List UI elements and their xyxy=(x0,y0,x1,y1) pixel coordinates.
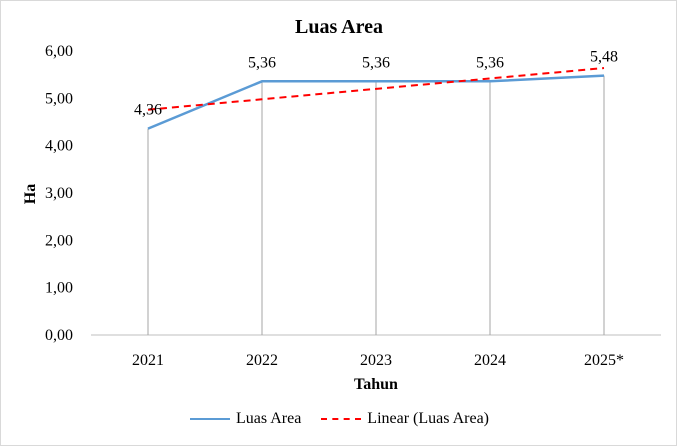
y-tick-label: 5,00 xyxy=(45,90,73,107)
x-tick-label: 2022 xyxy=(246,352,278,369)
series-line-luas-area xyxy=(147,74,605,130)
x-tick-label: 2023 xyxy=(360,352,392,369)
y-tick-label: 4,00 xyxy=(45,138,73,155)
legend-swatch-dashed xyxy=(321,418,362,420)
y-tick-label: 6,00 xyxy=(45,43,73,60)
x-tick-label: 2021 xyxy=(132,352,164,369)
y-axis-label: Ha xyxy=(22,184,39,204)
y-tick-label: 0,00 xyxy=(45,327,73,344)
y-tick-label: 3,00 xyxy=(45,185,73,202)
legend-label: Linear (Luas Area) xyxy=(367,410,490,427)
legend: Luas Area Linear (Luas Area) xyxy=(1,410,677,428)
legend-label: Luas Area xyxy=(235,410,302,427)
x-tick-label: 2025* xyxy=(584,352,624,369)
legend-item-linear: Linear (Luas Area) xyxy=(321,410,489,428)
y-tick-label: 2,00 xyxy=(45,232,73,249)
data-label: 5,48 xyxy=(590,49,618,66)
plot-area: 0,00 1,00 2,00 3,00 4,00 5,00 6,00 2021 2022 2023… xyxy=(45,43,661,369)
y-tick-label: 1,00 xyxy=(45,280,73,297)
chart-title: Luas Area xyxy=(295,16,383,38)
x-axis-label: Tahun xyxy=(354,376,398,393)
data-label: 4,36 xyxy=(134,102,162,119)
x-tick-label: 2024 xyxy=(474,352,506,369)
trendline-linear xyxy=(147,67,605,111)
legend-swatch-solid xyxy=(189,418,230,420)
legend-item-luas-area: Luas Area xyxy=(189,410,302,428)
data-label: 5,36 xyxy=(248,54,276,71)
data-label: 5,36 xyxy=(476,54,504,71)
line-chart: Luas Area Ha Tahun 0,00 1,00 2,00 3,00 4,00 5… xyxy=(22,16,661,393)
data-label: 5,36 xyxy=(362,54,390,71)
